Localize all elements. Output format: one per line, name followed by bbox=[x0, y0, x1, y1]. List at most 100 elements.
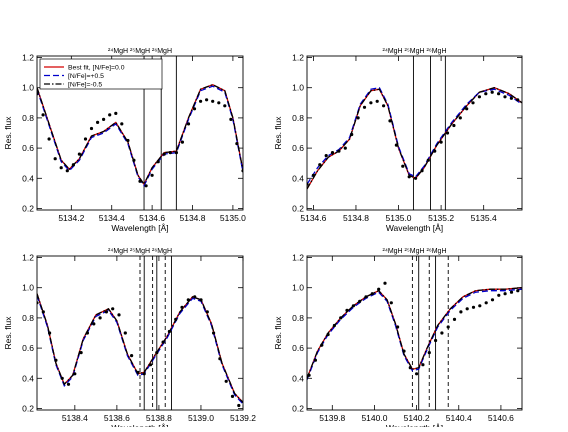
y-tick-label: 0.8 bbox=[22, 113, 34, 123]
x-tick-label: 5138.4 bbox=[62, 413, 88, 423]
observed-point bbox=[471, 305, 476, 309]
y-tick-label: 0.4 bbox=[22, 373, 34, 383]
observed-point bbox=[199, 298, 203, 302]
observed-point bbox=[174, 151, 178, 155]
y-axis-label: Res. flux bbox=[273, 316, 283, 350]
x-tick-label: 5135.2 bbox=[428, 213, 454, 223]
observed-point bbox=[54, 358, 58, 362]
x-axis-label: Wavelength [Å] bbox=[111, 423, 168, 427]
observed-point bbox=[144, 184, 148, 188]
observed-point bbox=[223, 104, 227, 108]
y-tick-label: 0.2 bbox=[292, 203, 304, 213]
observed-point bbox=[60, 376, 64, 380]
plot-frame bbox=[306, 255, 523, 411]
observed-point bbox=[370, 292, 374, 296]
legend-label-1: Best fit, [N/Fe]=0.0 bbox=[68, 65, 125, 72]
observed-point bbox=[48, 331, 52, 335]
x-tick-label: 5134.8 bbox=[180, 213, 206, 223]
y-tick-label: 1.0 bbox=[22, 283, 34, 293]
observed-point bbox=[92, 322, 96, 326]
observed-point bbox=[104, 310, 108, 314]
observed-point bbox=[369, 101, 373, 105]
y-tick-label: 0.8 bbox=[22, 313, 34, 323]
observed-point bbox=[211, 99, 215, 103]
y-axis-label: Res. flux bbox=[3, 116, 13, 150]
panel-title: ²⁴MgH ²⁵MgH ²⁶MgH bbox=[108, 248, 172, 255]
x-tick-label: 5135.0 bbox=[386, 213, 412, 223]
observed-point bbox=[471, 101, 475, 105]
observed-point bbox=[174, 317, 178, 321]
y-tick-label: 0.8 bbox=[292, 313, 304, 323]
y-tick-label: 0.4 bbox=[292, 373, 304, 383]
panel-2: 5134.6 5134.8 5135.0 5135.2 5135.4 0.2 0.4 0.6 0… bbox=[273, 48, 523, 233]
y-tick-label: 1.2 bbox=[292, 253, 304, 263]
observed-point bbox=[218, 357, 222, 361]
observed-point bbox=[503, 292, 507, 296]
plot-area bbox=[37, 256, 243, 410]
observed-point bbox=[426, 158, 430, 162]
observed-point bbox=[180, 305, 184, 309]
y-tick-label: 0.6 bbox=[22, 343, 34, 353]
model-series-3 bbox=[307, 87, 522, 190]
observed-point bbox=[320, 343, 324, 347]
observed-point bbox=[402, 349, 406, 353]
observed-point bbox=[41, 113, 45, 117]
y-axis-label: Res. flux bbox=[273, 116, 283, 150]
observed-point bbox=[383, 281, 387, 285]
x-tick-label: 5140.4 bbox=[446, 413, 472, 423]
plot-frame bbox=[306, 55, 523, 211]
observed-point bbox=[123, 331, 127, 335]
observed-point bbox=[148, 363, 153, 367]
observed-point bbox=[126, 138, 130, 143]
y-tick-label: 0.2 bbox=[22, 203, 34, 213]
observed-point bbox=[356, 116, 360, 120]
observed-point bbox=[375, 99, 379, 103]
observed-point bbox=[509, 96, 513, 100]
observed-point bbox=[205, 310, 209, 314]
observed-point bbox=[382, 104, 386, 108]
observed-point bbox=[401, 164, 405, 168]
observed-point bbox=[343, 146, 347, 150]
observed-point bbox=[313, 358, 317, 362]
observed-point bbox=[229, 117, 233, 121]
legend-label-2: [N/Fe]=+0.5 bbox=[68, 73, 104, 80]
observed-point bbox=[414, 176, 418, 180]
x-tick-label: 5138.8 bbox=[146, 413, 172, 423]
plot-area bbox=[307, 256, 522, 410]
x-tick-label: 5134.6 bbox=[300, 213, 326, 223]
y-tick-label: 0.4 bbox=[292, 173, 304, 183]
y-tick-label: 1.0 bbox=[292, 83, 304, 93]
observed-point bbox=[108, 113, 112, 117]
observed-point bbox=[465, 107, 469, 111]
observed-point bbox=[114, 111, 118, 115]
x-tick-label: 5138.6 bbox=[104, 413, 130, 423]
observed-point bbox=[465, 307, 469, 311]
observed-point bbox=[318, 163, 322, 167]
observed-point bbox=[98, 316, 102, 320]
observed-point bbox=[186, 122, 191, 126]
observed-point bbox=[205, 98, 209, 102]
model-series-2 bbox=[307, 86, 522, 185]
x-tick-label: 5140.2 bbox=[404, 413, 430, 423]
x-tick-label: 5139.0 bbox=[188, 413, 214, 423]
y-tick-label: 0.4 bbox=[22, 173, 34, 183]
observed-point bbox=[337, 149, 341, 153]
observed-point bbox=[509, 290, 514, 294]
observed-point bbox=[161, 340, 165, 344]
observed-point bbox=[445, 131, 450, 135]
observed-point bbox=[77, 152, 81, 156]
y-tick-label: 0.2 bbox=[292, 403, 304, 413]
y-tick-label: 1.2 bbox=[22, 53, 34, 63]
observed-point bbox=[235, 142, 239, 146]
panel-1: 5134.2 5134.4 5134.6 5134.8 5135.0 0.2 0.4 0.6 0… bbox=[3, 48, 246, 233]
x-tick-label: 5140.6 bbox=[488, 413, 514, 423]
plot-area bbox=[37, 56, 243, 210]
observed-point bbox=[73, 372, 77, 376]
x-tick-label: 5134.2 bbox=[58, 213, 84, 223]
observed-point bbox=[458, 116, 462, 120]
observed-point bbox=[142, 372, 146, 376]
observed-point bbox=[490, 298, 495, 302]
observed-point bbox=[311, 173, 315, 177]
